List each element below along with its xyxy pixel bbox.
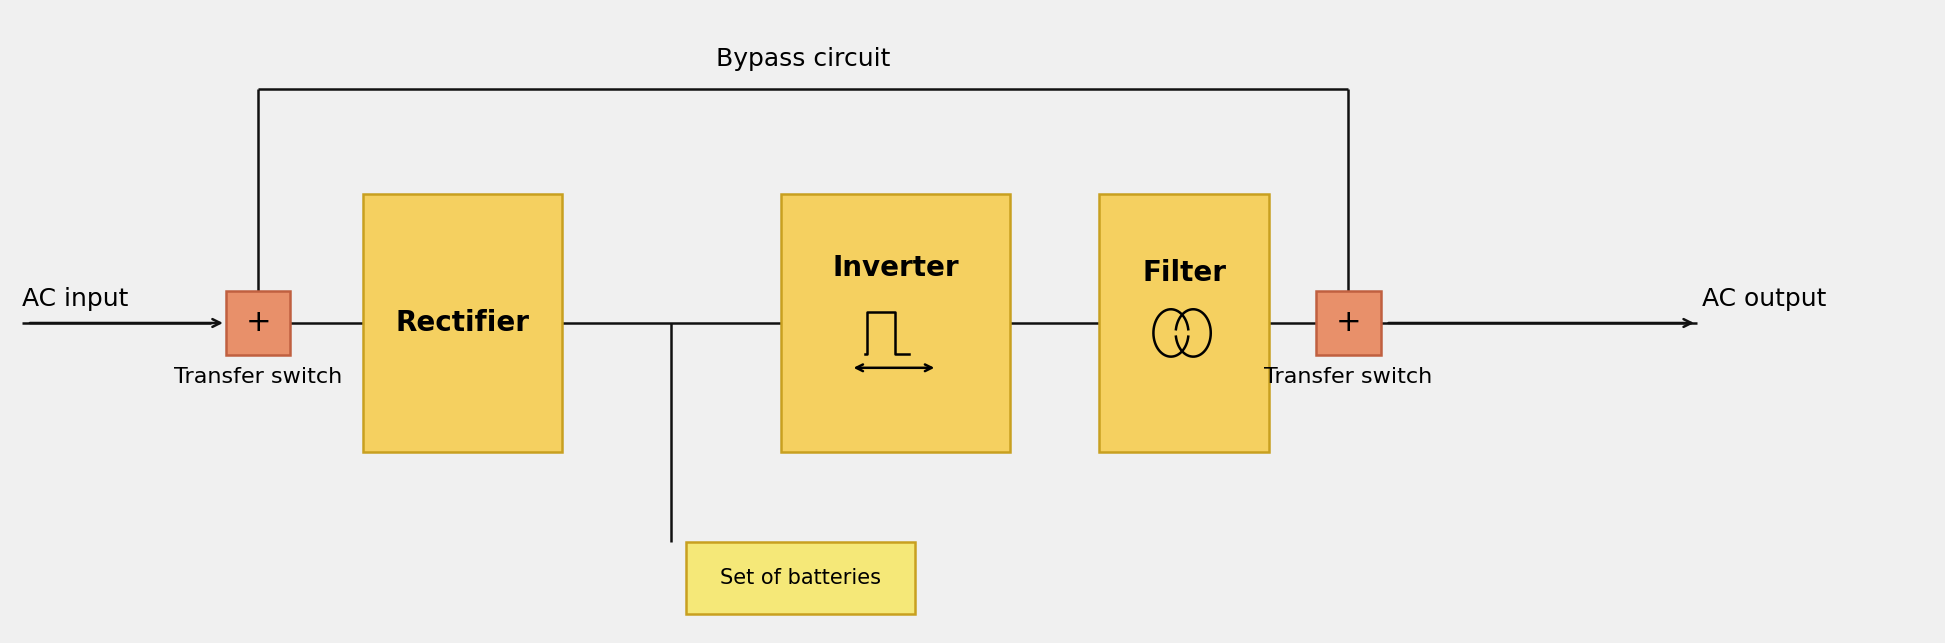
Bar (226, 291, 290, 356)
Bar (780, 194, 1009, 453)
Text: Inverter: Inverter (832, 254, 959, 282)
Bar (1099, 194, 1268, 453)
Bar (362, 194, 562, 453)
Bar (1317, 291, 1381, 356)
Text: Filter: Filter (1142, 259, 1225, 287)
Text: AC input: AC input (21, 287, 128, 311)
Text: +: + (245, 309, 270, 338)
Text: Transfer switch: Transfer switch (173, 367, 342, 387)
Bar (687, 542, 916, 613)
Text: Transfer switch: Transfer switch (1264, 367, 1433, 387)
Text: Rectifier: Rectifier (395, 309, 529, 337)
Text: Set of batteries: Set of batteries (720, 568, 881, 588)
Text: +: + (1336, 309, 1362, 338)
Text: Bypass circuit: Bypass circuit (716, 47, 891, 71)
Text: AC output: AC output (1702, 287, 1826, 311)
